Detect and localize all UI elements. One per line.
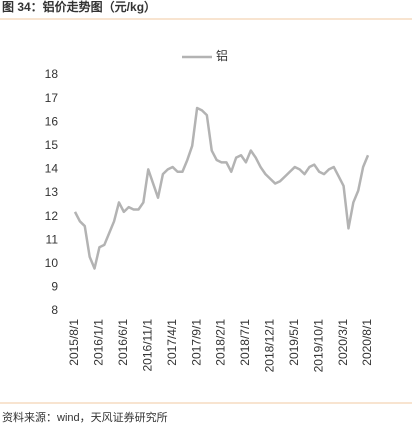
y-tick-label: 8 bbox=[51, 303, 58, 317]
chart-title: 图 34：铝价走势图（元/kg） bbox=[2, 0, 156, 14]
x-tick-label: 2017/9/1 bbox=[189, 319, 203, 366]
x-tick-label: 2018/7/1 bbox=[238, 319, 252, 366]
x-tick-label: 2016/11/1 bbox=[140, 319, 154, 372]
x-tick-label: 2018/2/1 bbox=[214, 319, 228, 366]
line bbox=[73, 106, 370, 270]
x-tick-label: 2016/6/1 bbox=[116, 319, 130, 366]
x-tick-label: 2018/12/1 bbox=[263, 319, 277, 373]
y-tick-label: 17 bbox=[45, 91, 59, 105]
y-tick-label: 15 bbox=[45, 138, 59, 152]
x-tick-label: 2019/10/1 bbox=[311, 319, 325, 373]
y-tick-label: 13 bbox=[45, 185, 59, 199]
x-tick-label: 2020/8/1 bbox=[360, 319, 374, 366]
x-tick-label: 2020/3/1 bbox=[336, 319, 350, 366]
x-tick-label: 2016/1/1 bbox=[92, 319, 106, 366]
x-tick-label: 2015/8/1 bbox=[67, 319, 81, 366]
source: 资料来源：wind，天风证券研究所 bbox=[2, 410, 168, 424]
y-tick-label: 14 bbox=[45, 162, 59, 176]
y-tick-label: 10 bbox=[45, 256, 59, 270]
y-tick-label: 16 bbox=[45, 114, 59, 128]
x-tick-label: 2019/5/1 bbox=[287, 319, 301, 366]
legend-label: 铝 bbox=[216, 48, 228, 63]
y-tick-label: 18 bbox=[45, 67, 59, 81]
y-tick-label: 11 bbox=[46, 232, 59, 246]
y-tick-label: 9 bbox=[51, 280, 58, 294]
y-tick-label: 12 bbox=[45, 209, 59, 223]
x-tick-label: 2017/4/1 bbox=[165, 319, 179, 366]
